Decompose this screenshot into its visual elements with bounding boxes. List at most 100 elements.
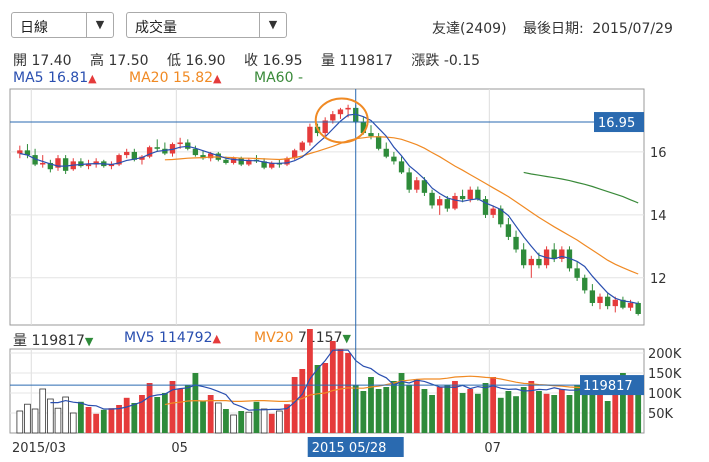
volume-bar (375, 389, 382, 433)
candle-body (85, 164, 92, 167)
volume-bar (108, 408, 115, 433)
volume-bar (413, 379, 420, 433)
volume-bar (47, 398, 54, 434)
volume-tick-label: 150K (648, 367, 682, 382)
volume-bar (581, 377, 588, 433)
candle-body (269, 162, 275, 168)
up-arrow-icon: ▲ (212, 332, 221, 345)
last-date: 2015/07/29 (592, 21, 673, 37)
up-arrow-icon: ▲ (88, 72, 97, 85)
chevron-down-icon[interactable]: ▼ (86, 13, 113, 37)
candle-body (62, 158, 69, 171)
volume-bar (238, 411, 245, 433)
volume-bar (93, 413, 100, 433)
x-tick-label: 05 (171, 441, 188, 456)
ma60-legend: MA60 - (254, 70, 303, 86)
volume-bar (192, 373, 199, 433)
candle-body (375, 136, 382, 149)
volume-bars (16, 329, 642, 434)
volume-bar (574, 385, 581, 433)
volume-bar (268, 413, 275, 433)
volume-bar (497, 397, 504, 433)
candle-body (124, 151, 130, 156)
candle-body (299, 142, 305, 151)
quote-low: 低 16.90 (167, 53, 226, 69)
volume-bar (299, 369, 306, 433)
candle-body (444, 199, 451, 209)
volume-bar (474, 393, 481, 433)
candle-body (238, 158, 244, 165)
volume-bar (520, 387, 527, 433)
volume-bar (528, 381, 535, 433)
volume-bar (620, 373, 626, 433)
volume-bar (612, 381, 619, 433)
candle-body (620, 299, 626, 308)
candle-body (177, 142, 183, 145)
volume-bar (543, 393, 550, 433)
candle-body (223, 159, 229, 163)
candle-body (162, 148, 168, 154)
volume-bar (260, 408, 268, 434)
candle-body (475, 189, 481, 200)
volume-bar (77, 401, 84, 433)
volume-bar (161, 393, 168, 433)
volume-bar (169, 381, 176, 433)
up-arrow-icon: ▲ (213, 72, 222, 85)
volume-bar (390, 381, 397, 433)
cursor-date-label: 2015 05/28 (312, 441, 387, 456)
volume-bar (131, 403, 138, 433)
volume-bar (16, 410, 24, 434)
cursor-price-label: 16.95 (598, 116, 635, 131)
cursor-date-box (307, 437, 404, 457)
candle-body (360, 122, 367, 134)
volume-bar (223, 409, 229, 433)
volume-bar (635, 391, 642, 433)
volume-bar (207, 395, 214, 433)
candle-body (627, 302, 634, 308)
stock-header: 友達(2409) 最後日期: 2015/07/29 (432, 18, 673, 38)
volume-bar (39, 388, 47, 434)
candle-body (78, 161, 84, 167)
volume-bar (558, 389, 565, 433)
quote-change: 漲跌 -0.15 (411, 53, 481, 69)
volume-bar (200, 401, 206, 433)
ma60-line (523, 171, 639, 204)
candle-body (383, 148, 389, 157)
volume-bar (604, 401, 611, 433)
indicator-select-value: 成交量 (135, 20, 177, 36)
volume-bar (100, 409, 107, 433)
candle-body (146, 147, 153, 157)
volume-bar (154, 397, 161, 433)
stock-name: 友達(2409) (432, 21, 507, 37)
candle-body (551, 249, 557, 259)
candle-body (589, 290, 596, 303)
candle-body (40, 162, 46, 165)
period-select[interactable]: 日線 ▼ (11, 12, 114, 38)
volume-bar (24, 403, 31, 434)
candle-body (330, 114, 336, 121)
indicator-select[interactable]: 成交量 ▼ (126, 12, 287, 38)
candle-body (498, 208, 504, 225)
candle-body (24, 150, 31, 156)
ma5-line (19, 113, 639, 305)
candle-body (391, 156, 397, 162)
candle-body (520, 249, 527, 266)
volume-bar (291, 377, 298, 433)
candle-body (32, 155, 38, 165)
volume-bar (31, 408, 39, 434)
volume-bar (452, 381, 458, 433)
volume-bar (383, 387, 390, 433)
last-date-label: 最後日期: (523, 21, 584, 37)
volume-bar (62, 396, 69, 434)
candle-body (528, 258, 534, 266)
candle-body (597, 296, 603, 303)
candle-body (437, 199, 443, 206)
volume-bar (627, 385, 634, 433)
volume-bar (230, 414, 237, 434)
candle-body (612, 299, 618, 307)
chevron-down-icon[interactable]: ▼ (259, 13, 286, 37)
cursor-price-box (594, 112, 644, 133)
cursor-volume-box (580, 375, 644, 396)
volume-tick-label: 100K (648, 387, 682, 402)
